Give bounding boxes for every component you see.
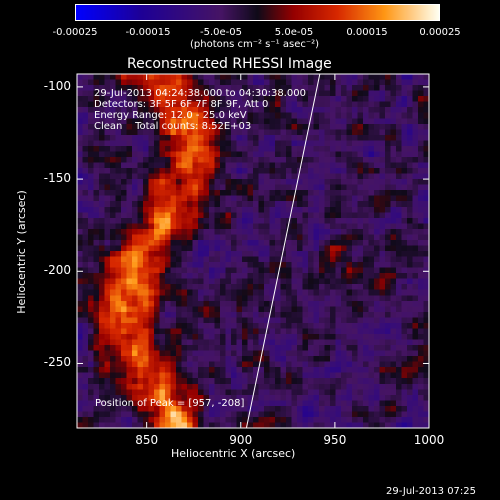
colorbar-unit-label: (photons cm⁻² s⁻¹ asec⁻²) — [190, 39, 320, 50]
x-tick-label: 900 — [229, 433, 253, 447]
colorbar-tick-label: -5.0e-05 — [200, 27, 242, 38]
annotation-time-range: 29-Jul-2013 04:24:38.000 to 04:30:38.000 — [94, 88, 306, 99]
y-tick-label: -200 — [43, 263, 71, 278]
y-axis-label: Heliocentric Y (arcsec) — [15, 190, 28, 314]
annotation-peak: Position of Peak = [957, -208] — [95, 398, 245, 409]
colorbar-tick-label: 0.00025 — [419, 27, 461, 38]
solar-limb-line — [245, 73, 321, 429]
colorbar-tick-label: -0.00015 — [125, 27, 171, 38]
heatmap-image — [77, 74, 429, 428]
x-tick-label: 1000 — [413, 433, 445, 447]
x-tick-label: 950 — [323, 433, 347, 447]
timestamp: 29-Jul-2013 07:25 — [386, 486, 477, 497]
y-tick-label: -150 — [43, 171, 71, 186]
colorbar — [75, 4, 440, 21]
annotation-energy: Energy Range: 12.0 - 25.0 keV — [94, 110, 247, 121]
annotation-detectors: Detectors: 3F 5F 6F 7F 8F 9F, Att 0 — [94, 99, 269, 110]
chart-title: Reconstructed RHESSI Image — [127, 56, 332, 72]
colorbar-tick-label: 5.0e-05 — [274, 27, 314, 38]
y-tick-label: -250 — [43, 355, 71, 370]
x-axis-label: Heliocentric X (arcsec) — [171, 447, 296, 460]
annotation-clean: Clean Total counts: 8.52E+03 — [94, 121, 252, 132]
x-tick-label: 850 — [135, 433, 159, 447]
y-tick-label: -100 — [43, 78, 71, 93]
plot-frame — [76, 73, 430, 429]
colorbar-tick-label: 0.00015 — [346, 27, 388, 38]
colorbar-tick-label: -0.00025 — [52, 27, 98, 38]
